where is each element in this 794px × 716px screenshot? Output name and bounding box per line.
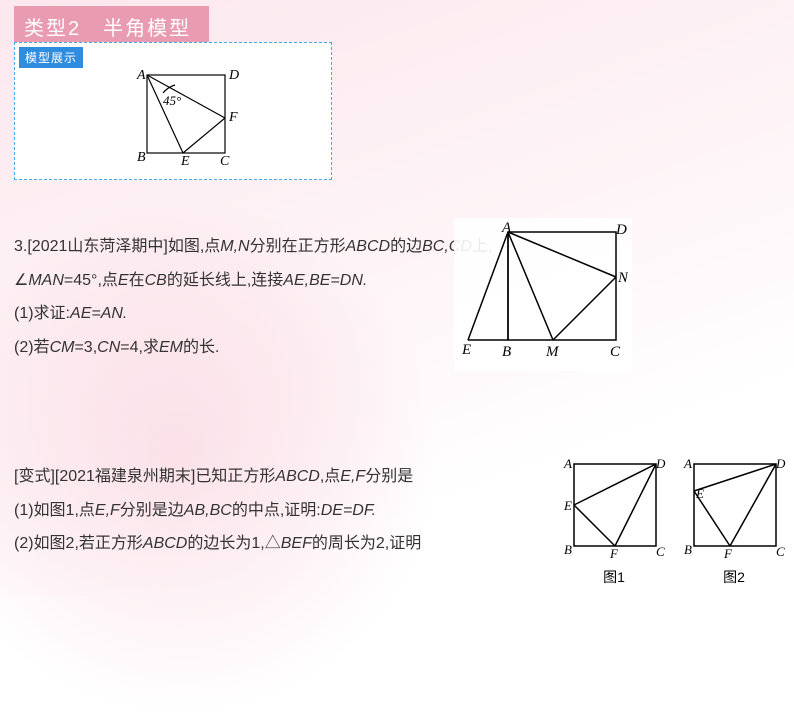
- svg-text:D: D: [775, 456, 786, 471]
- svg-text:B: B: [137, 150, 146, 165]
- variant-line1: [变式][2021福建泉州期末]已知正方形ABCD,点E,F分别是: [14, 460, 574, 494]
- svg-text:A: A: [501, 222, 512, 236]
- svg-text:C: C: [776, 544, 785, 559]
- q3-diagram: A D N E B M C: [454, 218, 632, 371]
- svg-text:B: B: [564, 542, 572, 557]
- svg-text:A: A: [136, 68, 146, 83]
- svg-text:E: E: [461, 342, 471, 358]
- svg-text:N: N: [617, 270, 628, 286]
- fig2-label: 图2: [682, 567, 786, 587]
- svg-text:E: E: [180, 154, 190, 169]
- model-diagram: A B C D E F 45°: [125, 63, 255, 173]
- svg-text:A: A: [683, 456, 692, 471]
- fig1-label: 图1: [562, 567, 666, 587]
- svg-text:E: E: [695, 486, 704, 501]
- variant-part2: (2)如图2,若正方形ABCD的边长为1,△BEF的周长为2,证明: [14, 527, 574, 561]
- model-label: 模型展示: [19, 47, 83, 68]
- svg-text:E: E: [563, 498, 572, 513]
- variant-fig2: A D E B F C 图2: [680, 454, 788, 589]
- section-title: 类型2 半角模型: [24, 18, 191, 40]
- section-header: 类型2 半角模型: [14, 6, 209, 47]
- svg-text:F: F: [228, 110, 238, 125]
- svg-text:F: F: [723, 546, 733, 560]
- model-box: 模型展示 A B C D E F 45°: [14, 42, 332, 180]
- svg-text:D: D: [615, 222, 627, 238]
- variant-part1: (1)如图1,点E,F分别是边AB,BC的中点,证明:DE=DF.: [14, 494, 574, 528]
- svg-text:A: A: [563, 456, 572, 471]
- svg-text:B: B: [502, 344, 511, 360]
- svg-text:M: M: [545, 344, 560, 360]
- svg-text:D: D: [228, 68, 239, 83]
- svg-text:B: B: [684, 542, 692, 557]
- svg-text:45°: 45°: [163, 93, 181, 108]
- svg-text:F: F: [609, 546, 619, 560]
- variant-question: [变式][2021福建泉州期末]已知正方形ABCD,点E,F分别是 (1)如图1…: [14, 460, 574, 561]
- svg-text:C: C: [656, 544, 665, 559]
- variant-fig1: A D E B F C 图1: [560, 454, 668, 589]
- svg-text:C: C: [220, 154, 230, 169]
- svg-text:D: D: [655, 456, 666, 471]
- svg-text:C: C: [610, 344, 621, 360]
